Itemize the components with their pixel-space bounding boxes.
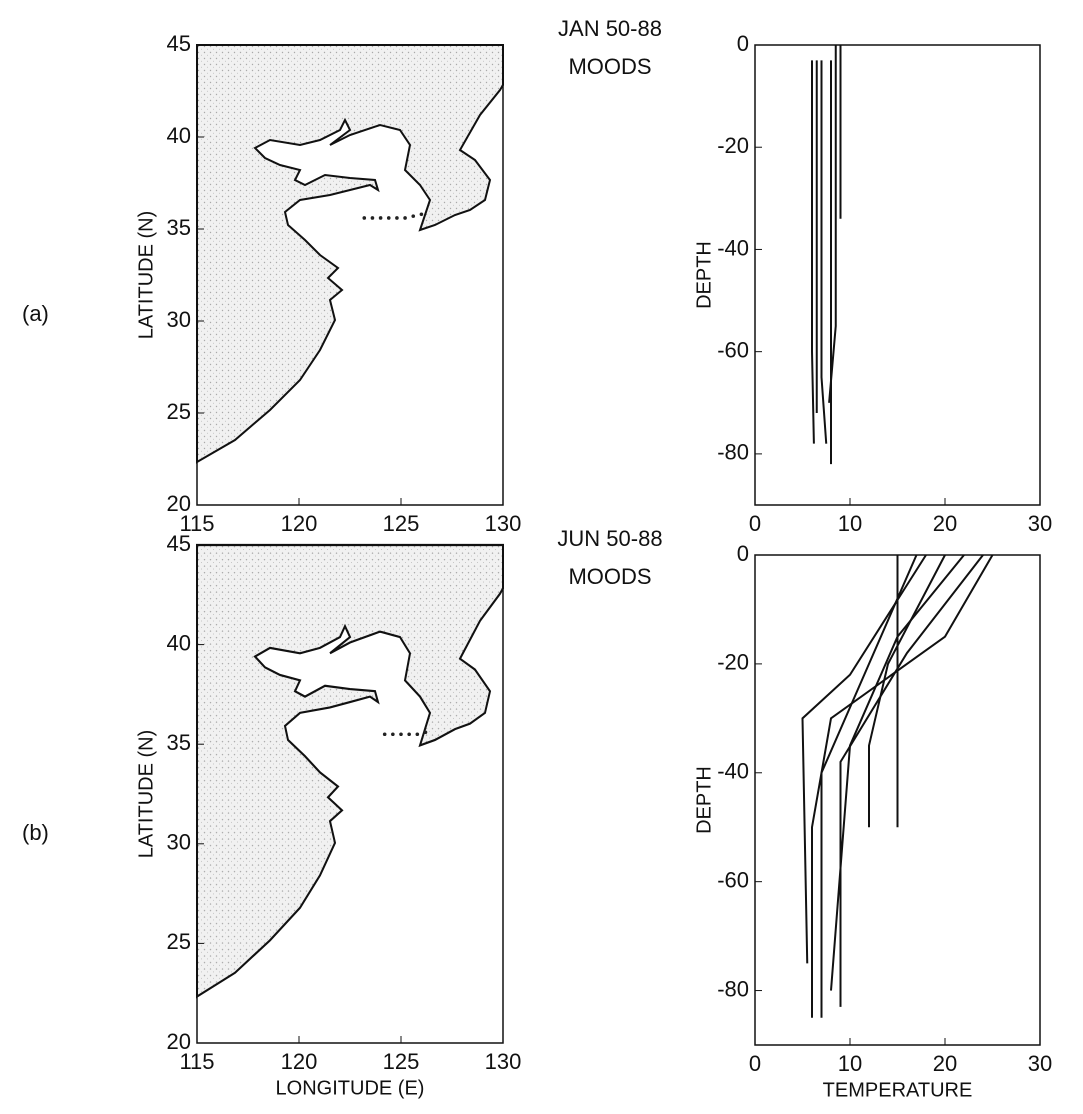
x-tick-label: 115 xyxy=(179,511,214,536)
y-tick-label: 45 xyxy=(167,531,191,556)
profile-line xyxy=(801,554,927,964)
y-tick-label: 20 xyxy=(167,1029,191,1054)
x-tick-label: 125 xyxy=(383,511,420,536)
x-tick-label: 30 xyxy=(1028,511,1052,536)
y-axis-label: DEPTH xyxy=(693,241,715,309)
x-tick-label: 120 xyxy=(281,511,318,536)
y-tick-label: -80 xyxy=(717,976,749,1001)
x-tick-label: 30 xyxy=(1028,1051,1052,1076)
panel-label: (a) xyxy=(22,301,49,326)
station xyxy=(378,216,383,220)
y-tick-label: 30 xyxy=(167,830,191,855)
station xyxy=(411,214,416,218)
station xyxy=(395,216,399,220)
y-tick-label: 25 xyxy=(167,399,191,424)
x-tick-label: 115 xyxy=(179,1049,214,1074)
y-tick-label: 35 xyxy=(167,730,191,755)
axes-frame xyxy=(196,44,504,506)
x-tick-label: 0 xyxy=(749,511,761,536)
station xyxy=(386,216,391,220)
x-tick-label: 20 xyxy=(933,1051,957,1076)
y-tick-label: 40 xyxy=(167,123,191,148)
axes-frame xyxy=(196,544,504,1044)
y-tick-label: 25 xyxy=(167,929,191,954)
station xyxy=(415,732,420,737)
profile-line xyxy=(820,554,918,1018)
y-tick-label: 35 xyxy=(167,215,191,240)
x-tick-label: 10 xyxy=(838,511,862,536)
x-tick-label: 0 xyxy=(749,1051,761,1076)
y-axis-label: DEPTH xyxy=(693,766,715,834)
panel-title: MOODS xyxy=(568,564,651,589)
panel-title: JUN 50-88 xyxy=(557,526,662,551)
x-tick-label: 10 xyxy=(838,1051,862,1076)
y-tick-label: 20 xyxy=(167,491,191,516)
profile-line xyxy=(839,554,984,1007)
profile-line xyxy=(820,60,828,444)
y-axis-label: LATITUDE (N) xyxy=(135,730,157,859)
x-axis-label: TEMPERATURE xyxy=(823,1079,973,1101)
panel-label: (b) xyxy=(22,820,49,845)
y-tick-label: -80 xyxy=(717,440,749,465)
station xyxy=(419,212,424,217)
x-tick-label: 20 xyxy=(933,511,957,536)
station xyxy=(382,732,387,737)
profile-line xyxy=(828,45,837,403)
y-tick-label: -40 xyxy=(717,235,749,260)
y-tick-label: -20 xyxy=(717,650,749,675)
station xyxy=(407,732,411,737)
land-a xyxy=(196,44,504,463)
x-tick-label: 120 xyxy=(281,1049,318,1074)
y-tick-label: 40 xyxy=(167,630,191,655)
station xyxy=(399,732,403,737)
y-tick-label: -40 xyxy=(717,759,749,784)
x-tick-label: 130 xyxy=(485,1049,522,1074)
y-tick-label: -60 xyxy=(717,337,749,362)
y-tick-label: -20 xyxy=(717,133,749,158)
station xyxy=(423,730,428,735)
land-b xyxy=(195,543,505,998)
x-tick-label: 130 xyxy=(485,511,522,536)
y-tick-label: -60 xyxy=(717,867,749,892)
station xyxy=(403,216,407,220)
x-tick-label: 125 xyxy=(383,1049,420,1074)
profile-line xyxy=(811,60,815,444)
station xyxy=(391,732,395,737)
y-tick-label: 30 xyxy=(167,307,191,332)
axes-frame xyxy=(754,44,1041,506)
y-tick-label: 0 xyxy=(737,31,749,56)
station xyxy=(370,216,375,220)
panel-title: MOODS xyxy=(568,54,651,79)
profile-line xyxy=(811,554,994,1018)
profile-line xyxy=(868,554,946,828)
station xyxy=(362,216,367,220)
panel-title: JAN 50-88 xyxy=(558,16,662,41)
y-tick-label: 0 xyxy=(737,541,749,566)
y-axis-label: LATITUDE (N) xyxy=(135,211,157,340)
y-tick-label: 45 xyxy=(167,31,191,56)
x-axis-label: LONGITUDE (E) xyxy=(276,1077,425,1099)
